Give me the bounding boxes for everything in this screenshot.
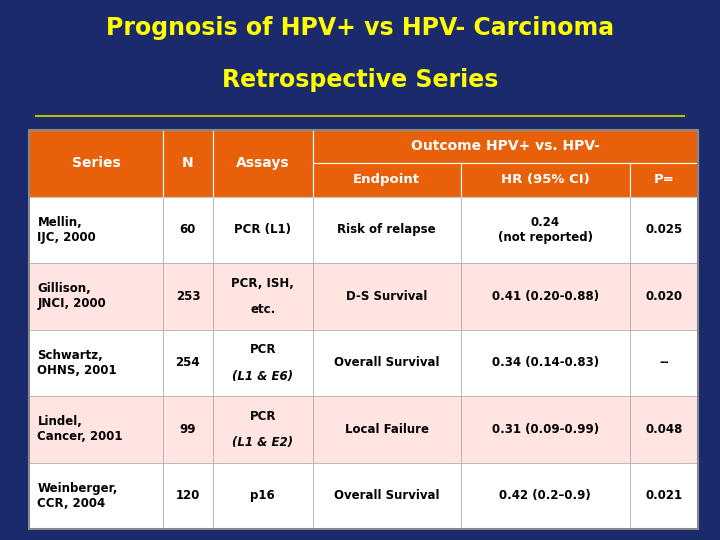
- Text: 254: 254: [176, 356, 200, 369]
- Text: 0.048: 0.048: [645, 423, 683, 436]
- Text: 0.24
(not reported): 0.24 (not reported): [498, 216, 593, 244]
- FancyBboxPatch shape: [29, 396, 163, 463]
- Text: (L1 & E2): (L1 & E2): [232, 436, 293, 449]
- Text: 0.42 (0.2–0.9): 0.42 (0.2–0.9): [499, 489, 591, 502]
- Text: 99: 99: [180, 423, 196, 436]
- FancyBboxPatch shape: [312, 329, 461, 396]
- Text: Endpoint: Endpoint: [354, 173, 420, 186]
- FancyBboxPatch shape: [312, 130, 698, 163]
- FancyBboxPatch shape: [212, 263, 312, 329]
- Text: P=: P=: [654, 173, 675, 186]
- Text: PCR: PCR: [249, 343, 276, 356]
- FancyBboxPatch shape: [312, 396, 461, 463]
- Text: 253: 253: [176, 290, 200, 303]
- FancyBboxPatch shape: [29, 130, 698, 529]
- Text: 120: 120: [176, 489, 200, 502]
- Text: 0.021: 0.021: [645, 489, 683, 502]
- Text: N: N: [182, 156, 194, 170]
- FancyBboxPatch shape: [212, 396, 312, 463]
- FancyBboxPatch shape: [212, 197, 312, 263]
- Text: 0.025: 0.025: [645, 224, 683, 237]
- FancyBboxPatch shape: [29, 463, 163, 529]
- FancyBboxPatch shape: [629, 163, 698, 197]
- FancyBboxPatch shape: [29, 197, 163, 263]
- FancyBboxPatch shape: [629, 396, 698, 463]
- Text: 0.41 (0.20-0.88): 0.41 (0.20-0.88): [492, 290, 599, 303]
- FancyBboxPatch shape: [629, 197, 698, 263]
- FancyBboxPatch shape: [163, 463, 212, 529]
- Text: 0.34 (0.14-0.83): 0.34 (0.14-0.83): [492, 356, 599, 369]
- Text: PCR: PCR: [249, 410, 276, 423]
- FancyBboxPatch shape: [212, 130, 312, 197]
- FancyBboxPatch shape: [312, 163, 461, 197]
- Text: Prognosis of HPV+ vs HPV- Carcinoma: Prognosis of HPV+ vs HPV- Carcinoma: [106, 16, 614, 40]
- FancyBboxPatch shape: [163, 130, 212, 197]
- FancyBboxPatch shape: [163, 263, 212, 329]
- FancyBboxPatch shape: [461, 396, 629, 463]
- FancyBboxPatch shape: [212, 463, 312, 529]
- Text: Schwartz,
OHNS, 2001: Schwartz, OHNS, 2001: [37, 349, 117, 377]
- Text: Series: Series: [71, 156, 120, 170]
- FancyBboxPatch shape: [312, 263, 461, 329]
- FancyBboxPatch shape: [212, 329, 312, 396]
- Text: etc.: etc.: [250, 303, 275, 316]
- FancyBboxPatch shape: [461, 263, 629, 329]
- FancyBboxPatch shape: [629, 263, 698, 329]
- Text: 0.020: 0.020: [645, 290, 683, 303]
- Text: Lindel,
Cancer, 2001: Lindel, Cancer, 2001: [37, 415, 123, 443]
- FancyBboxPatch shape: [29, 329, 163, 396]
- Text: p16: p16: [251, 489, 275, 502]
- Text: Weinberger,
CCR, 2004: Weinberger, CCR, 2004: [37, 482, 118, 510]
- FancyBboxPatch shape: [461, 163, 629, 197]
- Text: Gillison,
JNCI, 2000: Gillison, JNCI, 2000: [37, 282, 106, 310]
- FancyBboxPatch shape: [163, 329, 212, 396]
- Text: Overall Survival: Overall Survival: [334, 356, 439, 369]
- FancyBboxPatch shape: [461, 197, 629, 263]
- Text: (L1 & E6): (L1 & E6): [232, 370, 293, 383]
- FancyBboxPatch shape: [629, 329, 698, 396]
- Text: Risk of relapse: Risk of relapse: [338, 224, 436, 237]
- FancyBboxPatch shape: [461, 463, 629, 529]
- Text: 0.31 (0.09-0.99): 0.31 (0.09-0.99): [492, 423, 599, 436]
- FancyBboxPatch shape: [163, 396, 212, 463]
- FancyBboxPatch shape: [163, 197, 212, 263]
- FancyBboxPatch shape: [312, 463, 461, 529]
- FancyBboxPatch shape: [29, 263, 163, 329]
- Text: Overall Survival: Overall Survival: [334, 489, 439, 502]
- Text: 60: 60: [180, 224, 196, 237]
- Text: Retrospective Series: Retrospective Series: [222, 68, 498, 91]
- Text: Assays: Assays: [236, 156, 289, 170]
- Text: --: --: [659, 356, 669, 369]
- FancyBboxPatch shape: [312, 197, 461, 263]
- Text: D-S Survival: D-S Survival: [346, 290, 428, 303]
- FancyBboxPatch shape: [629, 463, 698, 529]
- Text: HR (95% CI): HR (95% CI): [500, 173, 590, 186]
- Text: Local Failure: Local Failure: [345, 423, 428, 436]
- Text: Outcome HPV+ vs. HPV-: Outcome HPV+ vs. HPV-: [411, 139, 600, 153]
- Text: Mellin,
IJC, 2000: Mellin, IJC, 2000: [37, 216, 96, 244]
- Text: PCR, ISH,: PCR, ISH,: [231, 276, 294, 289]
- Text: PCR (L1): PCR (L1): [234, 224, 291, 237]
- FancyBboxPatch shape: [461, 329, 629, 396]
- FancyBboxPatch shape: [29, 130, 163, 197]
